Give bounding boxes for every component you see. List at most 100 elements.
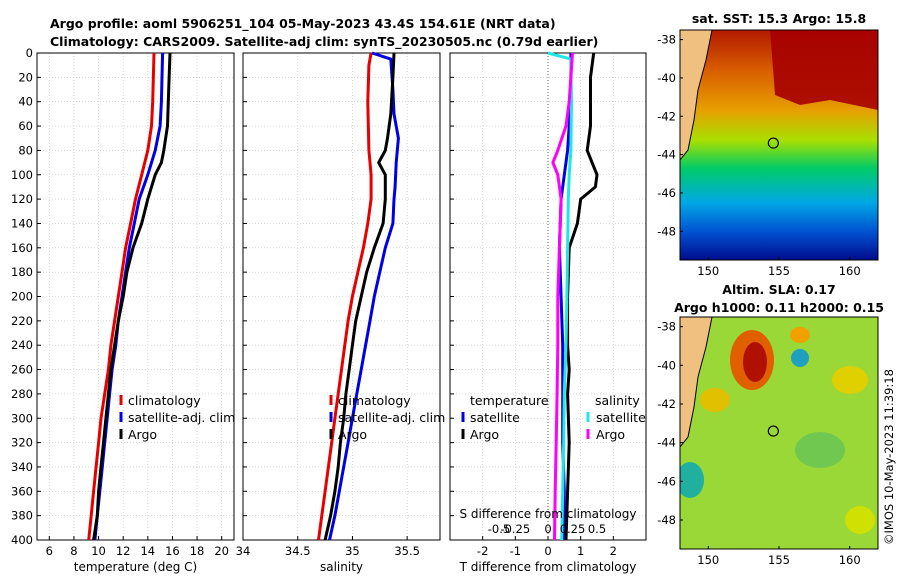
series-line-s-argo	[551, 52, 574, 541]
x-tick-label: 16	[165, 544, 180, 558]
x-axis-label: temperature (deg C)	[74, 560, 197, 574]
y-tick-label: 360	[11, 484, 33, 498]
x-axis-label: salinity	[320, 560, 363, 574]
y-tick-label: 380	[11, 509, 33, 523]
x-tick-label: 34.5	[285, 544, 311, 558]
legend-label: Argo	[128, 427, 157, 442]
legend-label: satellite	[596, 410, 646, 425]
y-tick-label: 120	[11, 192, 33, 206]
y-tick-label: 180	[11, 265, 33, 279]
map-y-tick-label: -38	[657, 320, 676, 334]
y-tick-label: 260	[11, 363, 33, 377]
secondary-tick-label: -0.5	[488, 522, 510, 536]
sla-map-title: Altim. SLA: 0.17	[722, 282, 835, 297]
sla-low-patch	[680, 462, 704, 498]
y-tick-label: 220	[11, 314, 33, 328]
legend-label: Argo	[338, 427, 367, 442]
plot-area	[243, 53, 440, 540]
map-x-tick-label: 150	[697, 264, 719, 278]
y-tick-label: 340	[11, 460, 33, 474]
x-tick-label: 12	[116, 544, 131, 558]
map-x-tick-label: 160	[839, 553, 861, 567]
x-axis-label: T difference from climatology	[459, 560, 637, 574]
x-tick-label: 35	[345, 544, 360, 558]
series-line-satellite-adj-clim	[328, 51, 400, 541]
argo-location-marker	[767, 137, 779, 149]
x-tick-label: 35.5	[394, 544, 420, 558]
y-tick-label: 320	[11, 436, 33, 450]
x-tick-label: -1	[510, 544, 521, 558]
argo-location-marker	[767, 425, 779, 437]
legend-title: salinity	[595, 393, 640, 408]
legend-label: climatology	[338, 393, 411, 408]
legend-label: satellite-adj. clim	[128, 410, 235, 425]
legend-label: Argo	[470, 427, 499, 442]
series-line-climatology	[317, 52, 373, 541]
x-tick-label: 2	[610, 544, 617, 558]
secondary-axis-label: S difference from climatology	[460, 507, 637, 521]
difference-panel: -2 -1 0 1 2 T difference from climatology temp…	[449, 51, 647, 574]
sla-high-core	[743, 342, 767, 382]
map-y-tick-label: -40	[657, 358, 676, 372]
x-tick-label: 0	[544, 544, 551, 558]
map-y-tick-label: -40	[657, 71, 676, 85]
sla-field	[680, 317, 878, 549]
series-line-climatology	[87, 52, 156, 541]
map-y-tick-label: -42	[657, 109, 676, 123]
sla-low-patch	[791, 349, 809, 367]
secondary-tick-label: 0.5	[588, 522, 606, 536]
sla-patch	[700, 388, 730, 412]
y-tick-label: 160	[11, 241, 33, 255]
title-line-1: Argo profile: aoml 5906251_104 05-May-20…	[50, 16, 556, 32]
imos-watermark: ©IMOS 10-May-2023 11:39:18	[882, 369, 896, 545]
map-y-tick-label: -48	[657, 513, 676, 527]
legend-label: climatology	[128, 393, 201, 408]
plot-area	[37, 53, 234, 540]
x-tick-label: 18	[190, 544, 205, 558]
title-line-2: Climatology: CARS2009. Satellite-adj cli…	[50, 34, 598, 50]
map-y-tick-label: -46	[657, 186, 676, 200]
y-tick-label: 40	[18, 95, 33, 109]
x-tick-label: 34	[236, 544, 251, 558]
series-line-t-argo	[564, 52, 599, 541]
y-tick-label: 0	[26, 46, 33, 60]
sla-patch	[832, 366, 868, 394]
legend-title: temperature	[470, 393, 549, 408]
series-line-argo	[92, 52, 172, 541]
sla-map-subtitle: Argo h1000: 0.11 h2000: 0.15	[674, 300, 884, 315]
x-tick-label: 6	[46, 544, 53, 558]
y-tick-label: 200	[11, 290, 33, 304]
legend-label: satellite-adj. clim	[338, 410, 445, 425]
x-tick-label: -2	[477, 544, 488, 558]
map-y-tick-label: -46	[657, 474, 676, 488]
temperature-panel: 0 20 40 60 80 100 120 140 160 180 200 220 240 260 280 3…	[11, 46, 235, 574]
sla-map: 150 155 160 -38 -40 -42 -44 -46 -48	[657, 316, 879, 567]
x-tick-label: 14	[140, 544, 155, 558]
sla-land-coast	[680, 317, 713, 448]
sla-map-axes: 150 155 160 -38 -40 -42 -44 -46 -48	[657, 320, 860, 567]
sla-patch	[795, 432, 845, 468]
sst-map-axes: 150 155 160 -38 -40 -42 -44 -46 -48	[657, 33, 860, 278]
y-tick-label: 20	[18, 70, 33, 84]
secondary-tick-label: 0	[544, 522, 551, 536]
salinity-panel: 34 34.5 35 35.5 salinity climatology satellite…	[236, 51, 445, 574]
sst-map: 150 155 160 -38 -40 -42 -44 -46 -48	[657, 29, 879, 278]
map-y-tick-label: -42	[657, 397, 676, 411]
secondary-tick-label: 0.25	[560, 522, 586, 536]
y-tick-label: 140	[11, 216, 33, 230]
secondary-tick-label: -0.25	[500, 522, 530, 536]
legend-label: satellite	[470, 410, 520, 425]
map-x-tick-label: 155	[768, 264, 790, 278]
sst-map-title: sat. SST: 15.3 Argo: 15.8	[692, 11, 866, 26]
series-line-s-satellite	[547, 51, 573, 541]
map-x-tick-label: 155	[768, 553, 790, 567]
x-tick-label: 8	[70, 544, 77, 558]
y-tick-label: 300	[11, 411, 33, 425]
map-y-tick-label: -44	[657, 436, 676, 450]
map-y-tick-label: -38	[657, 33, 676, 47]
y-tick-label: 400	[11, 533, 33, 547]
y-tick-label: 280	[11, 387, 33, 401]
y-tick-label: 80	[18, 143, 33, 157]
